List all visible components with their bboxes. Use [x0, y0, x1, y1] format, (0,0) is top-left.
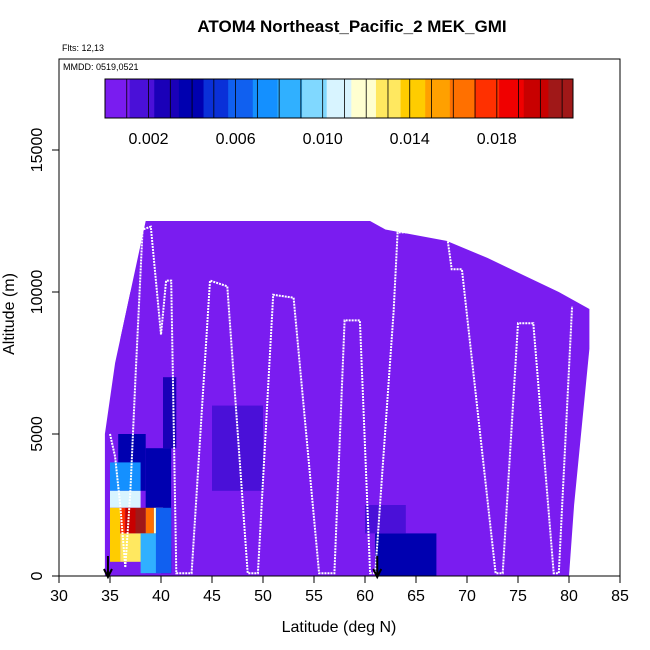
- mmdd-annotation: MMDD: 0519,0521: [63, 62, 139, 72]
- colorbar-swatch: [400, 79, 426, 118]
- axes: 30 35 40 45 50 55 60 65 70 75 80 85 0 5000 10000 15000: [29, 128, 629, 605]
- field-cell: [145, 507, 154, 534]
- colorbar-swatch: [449, 79, 475, 118]
- colorbar-swatch: [277, 79, 303, 118]
- field-cell: [110, 507, 121, 562]
- plot-border: [58, 58, 621, 577]
- colorbar-border: [104, 78, 574, 119]
- colorbar-swatch: [326, 79, 352, 118]
- field-cell: [155, 507, 172, 574]
- x-tick-label: 45: [203, 588, 221, 605]
- colorbar-tick-label: 0.006: [216, 131, 256, 148]
- x-tick-label: 40: [152, 588, 170, 605]
- field-cell: [110, 490, 141, 508]
- chart-title: ATOM4 Northeast_Pacific_2 MEK_GMI: [197, 17, 506, 36]
- colorbar-swatch: [228, 79, 254, 118]
- y-axis-label: Altitude (m): [1, 273, 18, 355]
- colorbar-swatch: [375, 79, 402, 118]
- colorbar-swatch: [252, 79, 278, 118]
- colorbar-swatch: [351, 79, 377, 118]
- y-tick-label: 0: [29, 571, 46, 580]
- colorbar-tick-label: 0.010: [303, 131, 343, 148]
- x-tick-label: 80: [560, 588, 578, 605]
- x-tick-label: 35: [101, 588, 119, 605]
- y-tick-label: 15000: [29, 128, 46, 173]
- colorbar-swatch: [129, 79, 155, 118]
- colorbar-swatch: [154, 79, 180, 118]
- colorbar-swatch: [105, 79, 131, 118]
- x-tick-label: 85: [611, 588, 629, 605]
- colorbar-tick-label: 0.018: [477, 131, 517, 148]
- x-tick-label: 70: [458, 588, 476, 605]
- colorbar-swatch: [523, 79, 549, 118]
- x-tick-label: 75: [509, 588, 527, 605]
- colorbar-swatch: [499, 79, 525, 118]
- x-tick-label: 30: [50, 588, 68, 605]
- arrow-marker: [103, 556, 113, 580]
- x-tick-label: 65: [407, 588, 425, 605]
- field-cell: [125, 507, 136, 534]
- y-tick-label: 10000: [29, 270, 46, 315]
- colorbar-swatch: [474, 79, 500, 118]
- colorbar: 0.002 0.006 0.010 0.014 0.018: [104, 78, 574, 148]
- x-tick-label: 55: [305, 588, 323, 605]
- colorbar-tick-label: 0.002: [128, 131, 168, 148]
- x-tick-label: 60: [356, 588, 374, 605]
- colorbar-swatch: [203, 79, 229, 118]
- field-cell: [135, 507, 146, 534]
- field-cell: [171, 462, 212, 548]
- colorbar-swatch: [425, 79, 451, 118]
- arrow-marker: [372, 556, 383, 580]
- flight-track-line: [109, 225, 574, 575]
- arrow-markers: [103, 556, 383, 580]
- field-cell: [110, 462, 141, 491]
- field-cell: [375, 533, 437, 576]
- x-axis-label: Latitude (deg N): [282, 619, 397, 636]
- colorbar-swatch: [548, 79, 574, 118]
- flight-track: [109, 225, 574, 575]
- colorbar-swatch: [302, 79, 328, 118]
- colorbar-tick-label: 0.014: [390, 131, 430, 148]
- colorbar-swatch: [178, 79, 205, 118]
- y-tick-label: 5000: [29, 416, 46, 452]
- field-cell: [365, 505, 406, 534]
- field-cell: [120, 292, 156, 449]
- x-tick-label: 50: [254, 588, 272, 605]
- concentration-field: [104, 221, 590, 576]
- flights-annotation: Flts: 12,13: [62, 43, 104, 53]
